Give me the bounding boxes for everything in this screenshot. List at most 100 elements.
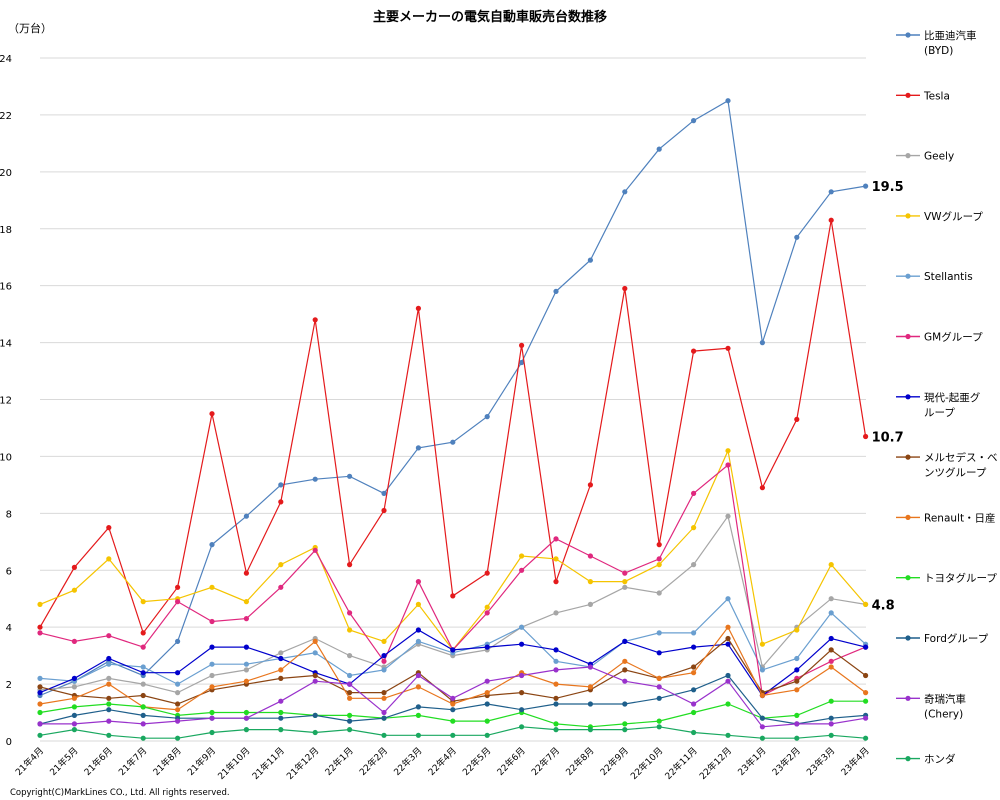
data-point	[484, 718, 490, 724]
data-point	[347, 473, 353, 479]
data-point	[553, 579, 559, 585]
data-point	[37, 721, 43, 727]
data-point	[553, 667, 559, 673]
data-point	[415, 672, 421, 679]
data-point	[347, 627, 353, 633]
legend-label: Renault・日産	[924, 511, 996, 524]
legend-entry: Geely	[896, 151, 954, 163]
data-point	[347, 562, 353, 568]
data-point	[725, 345, 731, 351]
legend-swatch-marker	[905, 635, 911, 641]
data-point	[415, 684, 421, 690]
data-point	[381, 715, 387, 721]
legend-swatch-marker	[905, 695, 911, 701]
data-point	[553, 695, 559, 701]
data-point	[656, 695, 662, 701]
data-point	[450, 593, 456, 599]
data-point	[347, 712, 353, 719]
data-point	[553, 727, 559, 733]
data-point	[278, 698, 284, 704]
legend-entry: Fordグループ	[896, 632, 989, 645]
data-point	[209, 661, 215, 667]
x-tick-label: 22年6月	[494, 745, 527, 778]
data-point	[519, 724, 525, 730]
x-tick-label: 22年12月	[697, 745, 734, 782]
data-point	[587, 601, 594, 608]
grid	[40, 57, 866, 742]
data-point	[622, 658, 628, 664]
data-point	[106, 732, 112, 738]
data-point	[828, 721, 834, 727]
data-point	[794, 234, 800, 240]
legend-label: Tesla	[923, 90, 950, 102]
data-point	[415, 445, 421, 451]
data-point	[691, 118, 697, 124]
data-point	[209, 584, 215, 590]
data-point	[312, 317, 318, 323]
x-tick-label: 21年12月	[284, 745, 321, 782]
data-point	[278, 482, 284, 488]
data-point	[691, 664, 697, 670]
data-point	[347, 653, 353, 659]
data-point	[691, 630, 697, 636]
data-point	[37, 690, 43, 696]
data-point	[587, 553, 594, 559]
data-point	[794, 655, 800, 662]
legend-label: Geely	[924, 151, 954, 163]
data-point	[553, 610, 559, 616]
data-point	[863, 672, 869, 679]
data-point	[243, 727, 249, 733]
data-point	[71, 695, 77, 701]
x-tick-label: 23年4月	[838, 745, 871, 778]
legend: 比亜迪汽車 (BYD) Tesla Geely VWグループ Stellantis GMグル…	[896, 29, 998, 766]
y-tick-label: 10	[0, 452, 12, 463]
data-point	[759, 735, 766, 741]
legend-label: メルセデス・ベ	[924, 451, 998, 464]
data-point	[71, 638, 77, 645]
data-point	[828, 562, 834, 568]
x-tick-label: 21年5月	[47, 745, 80, 778]
data-point	[450, 439, 456, 445]
data-point	[278, 675, 284, 682]
data-point	[37, 675, 43, 682]
data-point	[759, 641, 766, 647]
legend-swatch-marker	[905, 92, 911, 98]
x-tick-label: 23年2月	[770, 745, 803, 778]
data-point	[484, 732, 490, 738]
series-line	[39, 597, 867, 685]
legend-entry: VWグループ	[896, 210, 983, 223]
series-group	[37, 698, 869, 730]
data-point	[759, 724, 766, 730]
x-tick-label: 22年10月	[628, 745, 665, 782]
data-point	[656, 684, 662, 690]
x-tick-label: 23年1月	[735, 745, 768, 778]
data-point	[863, 715, 869, 721]
data-point	[312, 712, 318, 719]
data-point	[140, 692, 146, 699]
data-point	[828, 189, 834, 195]
data-point	[347, 672, 353, 679]
data-point	[415, 732, 421, 738]
data-point	[175, 707, 181, 713]
x-tick-label: 21年11月	[250, 745, 287, 782]
data-point	[622, 570, 628, 576]
legend-label: Stellantis	[924, 271, 973, 283]
data-point	[484, 690, 490, 696]
data-point	[347, 610, 353, 616]
data-point	[759, 692, 766, 699]
series-group	[37, 217, 869, 636]
data-point	[37, 624, 43, 630]
data-point	[381, 638, 387, 645]
legend-label: 現代-起亜グ	[924, 391, 981, 404]
x-tick-label: 21年9月	[185, 745, 218, 778]
data-point	[691, 490, 697, 496]
data-point	[725, 448, 731, 454]
data-point	[347, 718, 353, 724]
data-point	[656, 556, 662, 562]
data-point	[381, 732, 387, 738]
data-point	[622, 667, 628, 673]
data-point	[587, 482, 594, 488]
